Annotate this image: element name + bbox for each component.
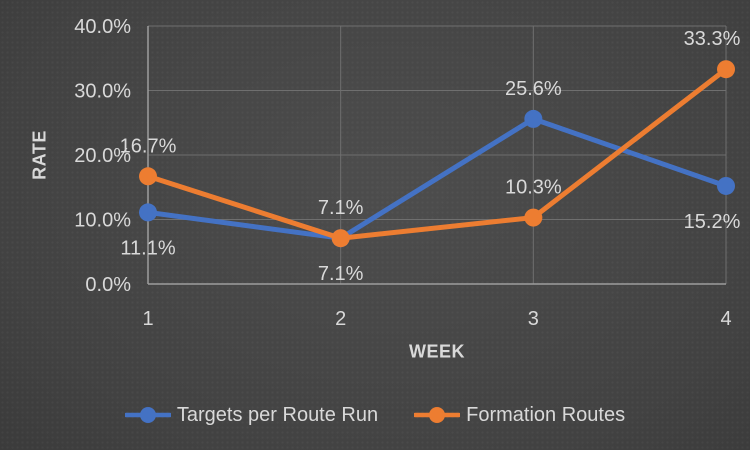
legend-line-marker-icon	[414, 407, 461, 423]
legend-label: Targets per Route Run	[176, 404, 379, 426]
data-point-marker	[139, 203, 157, 222]
data-point-marker	[524, 208, 543, 227]
data-label: 7.1%	[318, 197, 364, 219]
series-line	[145, 116, 729, 241]
data-label: 10.3%	[505, 177, 562, 199]
data-point-marker	[524, 109, 543, 128]
data-point-marker	[331, 229, 350, 248]
y-tick-label: 10.0%	[74, 210, 131, 232]
y-tick-label: 40.0%	[74, 16, 131, 38]
x-tick-label: 1	[142, 308, 153, 330]
data-label: 15.2%	[684, 211, 741, 233]
data-point-marker	[139, 167, 157, 186]
data-point-marker	[717, 60, 735, 79]
data-label: 11.1%	[120, 237, 175, 259]
y-tick-label: 20.0%	[74, 145, 131, 167]
legend-label: Formation Routes	[466, 404, 626, 426]
legend-line-marker-icon	[124, 407, 171, 423]
data-label: 16.7%	[120, 135, 177, 157]
y-tick-label: 0.0%	[85, 274, 131, 296]
x-tick-label: 3	[528, 308, 539, 330]
legend: Targets per Route Run Formation Routes	[0, 402, 750, 428]
x-tick-label: 4	[720, 308, 731, 330]
legend-item: Targets per Route Run	[124, 402, 379, 428]
y-axis-title: RATE	[29, 130, 50, 180]
series-line	[145, 66, 729, 241]
y-tick-label: 30.0%	[74, 81, 131, 103]
x-tick-label: 2	[335, 308, 346, 330]
data-label: 7.1%	[318, 263, 364, 285]
legend-item: Formation Routes	[414, 402, 625, 428]
data-point-marker	[717, 176, 735, 195]
x-axis-title: WEEK	[409, 341, 465, 362]
data-label: 33.3%	[684, 28, 741, 50]
data-label: 25.6%	[505, 78, 562, 100]
